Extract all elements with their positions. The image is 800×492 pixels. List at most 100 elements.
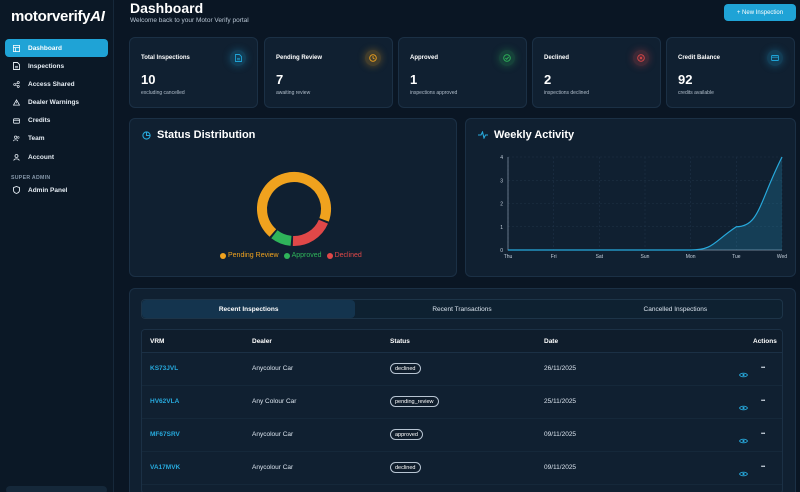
column-header-dealer: Dealer	[252, 338, 272, 345]
clock-icon	[365, 50, 381, 66]
vrm-link[interactable]: MF67SRV	[150, 431, 180, 438]
sidebar-item-label: Team	[28, 135, 45, 143]
stat-card-credit-balance[interactable]: Credit Balance 92 credits available	[666, 37, 795, 108]
legend-swatch	[283, 252, 290, 259]
table-row[interactable]: VA17MVK Anycolour Car declined 09/11/202…	[142, 452, 782, 485]
pie-chart-icon	[142, 130, 151, 140]
tab-recent-transactions[interactable]: Recent Transactions	[432, 305, 492, 313]
legend-item-declined[interactable]: Declined	[326, 252, 362, 259]
dashboard-icon	[13, 44, 20, 52]
sidebar-item-inspections[interactable]: Inspections	[5, 57, 108, 75]
activity-icon	[478, 131, 488, 139]
table-row[interactable]: KS73JVL Anycolour Car declined 26/11/202…	[142, 353, 782, 386]
share-icon	[13, 81, 20, 88]
column-header-vrm: VRM	[150, 338, 165, 345]
x-tick-label: Fri	[551, 254, 557, 260]
date-cell: 09/11/2025	[544, 431, 577, 438]
users-icon	[13, 135, 20, 142]
stat-card-total-inspections[interactable]: Total Inspections 10 excluding cancelled	[129, 37, 258, 108]
stat-card-approved[interactable]: Approved 1 inspections approved	[398, 37, 527, 108]
new-inspection-button[interactable]: + New Inspection	[724, 4, 796, 21]
sidebar-item-dealer-warnings[interactable]: Dealer Warnings	[5, 94, 108, 112]
sidebar-item-label: Account	[28, 153, 54, 161]
activity-area-fill	[508, 157, 782, 250]
sidebar-item-label: Access Shared	[28, 80, 75, 88]
column-header-status: Status	[390, 338, 410, 345]
more-options-icon[interactable]: •••	[761, 464, 765, 470]
vrm-link[interactable]: VA17MVK	[150, 464, 181, 471]
status-badge: declined	[390, 462, 421, 473]
weekly-area-chart: 0 1 2 3 4 Thu Fri Sat Sun Mon Tue Wed	[500, 155, 787, 260]
stat-card-pending-review[interactable]: Pending Review 7 awaiting review	[264, 37, 393, 108]
x-tick-label: Tue	[732, 254, 741, 260]
donut-legend: Pending Review Approved Declined	[220, 252, 367, 259]
sidebar-item-credits[interactable]: Credits	[5, 112, 108, 130]
stat-title: Approved	[410, 55, 439, 61]
sidebar-item-label: Admin Panel	[28, 186, 68, 194]
warning-icon	[13, 99, 20, 106]
stat-subtitle: inspections declined	[544, 90, 590, 96]
more-options-icon[interactable]: •••	[761, 365, 765, 371]
y-tick-label: 4	[500, 155, 503, 161]
legend-item-pending-review[interactable]: Pending Review	[220, 252, 279, 259]
stat-title: Total Inspections	[141, 55, 190, 61]
sidebar-item-label: Inspections	[28, 62, 65, 70]
status-badge: approved	[390, 429, 423, 440]
legend-label: Declined	[334, 252, 362, 259]
status-distribution-title: Status Distribution	[142, 129, 255, 141]
sidebar-item-account[interactable]: Account	[5, 148, 108, 166]
tab-cancelled-inspections[interactable]: Cancelled Inspections	[643, 305, 708, 313]
document-icon	[13, 62, 20, 71]
stat-title: Pending Review	[276, 55, 323, 61]
x-tick-label: Thu	[504, 254, 513, 260]
stat-value: 92	[678, 72, 693, 87]
app-logo[interactable]: motorverifyAI	[11, 8, 105, 25]
inspections-table: VRM Dealer Status Date Actions KS73JVL A…	[141, 329, 783, 492]
sidebar-item-dashboard[interactable]: Dashboard	[5, 39, 108, 57]
sidebar-item-team[interactable]: Team	[5, 130, 108, 148]
y-tick-label: 0	[500, 248, 503, 254]
status-badge: declined	[390, 363, 421, 374]
donut-slice-pending-review[interactable]	[257, 172, 331, 237]
view-icon[interactable]	[738, 365, 749, 383]
vrm-link[interactable]: HV62VLA	[150, 398, 180, 405]
user-icon	[13, 153, 20, 161]
table-row[interactable]: MF67SRV Anycolour Car approved 09/11/202…	[142, 419, 782, 452]
donut-slice-approved[interactable]	[271, 230, 292, 246]
view-icon[interactable]	[738, 464, 749, 482]
more-options-icon[interactable]: •••	[761, 431, 765, 437]
date-cell: 09/11/2025	[544, 464, 577, 471]
legend-item-approved[interactable]: Approved	[283, 252, 322, 259]
tab-recent-inspections[interactable]: Recent Inspections	[142, 300, 356, 318]
x-tick-label: Sat	[596, 254, 604, 260]
stat-card-declined[interactable]: Declined 2 inspections declined	[532, 37, 661, 108]
column-header-actions: Actions	[753, 338, 777, 345]
sidebar-item-admin-panel[interactable]: Admin Panel	[5, 181, 108, 199]
credit-card-icon	[767, 50, 783, 66]
stat-value: 2	[544, 72, 552, 87]
sidebar: motorverifyAI Dashboard Inspections Access…	[0, 0, 114, 492]
sidebar-item-label: Dealer Warnings	[28, 99, 80, 107]
donut-chart	[257, 172, 331, 246]
view-icon[interactable]	[738, 398, 749, 416]
activity-line	[508, 156, 783, 251]
sidebar-user-card[interactable]	[6, 486, 107, 492]
table-row[interactable]: HV62VLA Any Colour Car pending_review 25…	[142, 386, 782, 419]
sidebar-item-access-shared[interactable]: Access Shared	[5, 75, 108, 93]
view-icon[interactable]	[738, 431, 749, 449]
weekly-activity-title: Weekly Activity	[478, 129, 574, 141]
sidebar-admin-nav: Admin Panel	[5, 181, 108, 199]
stat-subtitle: inspections approved	[410, 90, 458, 96]
legend-label: Approved	[291, 252, 322, 259]
donut-slice-declined[interactable]	[292, 219, 328, 246]
more-options-icon[interactable]: •••	[761, 398, 765, 404]
x-tick-label: Sun	[641, 254, 650, 260]
stat-title: Declined	[544, 55, 570, 61]
y-tick-label: 3	[500, 178, 503, 184]
vrm-link[interactable]: KS73JVL	[150, 365, 179, 372]
stat-subtitle: excluding cancelled	[141, 90, 185, 96]
column-header-date: Date	[544, 338, 559, 345]
date-cell: 26/11/2025	[544, 365, 577, 372]
dealer-cell: Anycolour Car	[252, 365, 294, 372]
stat-title: Credit Balance	[678, 55, 721, 61]
